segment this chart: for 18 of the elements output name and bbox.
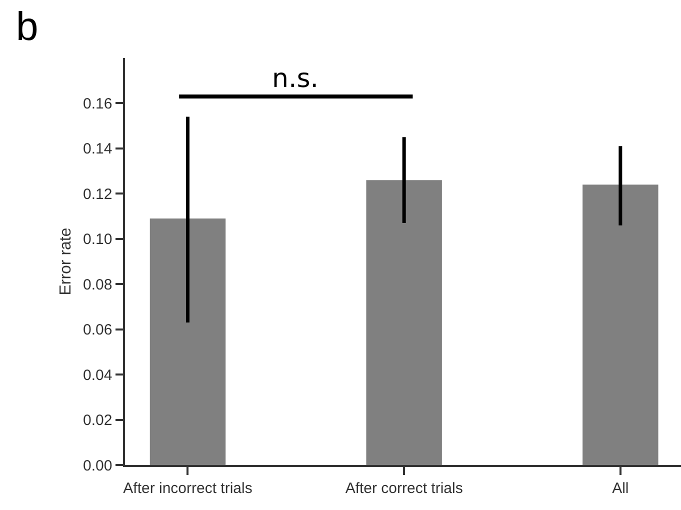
y-tick-label: 0.06 <box>83 322 112 339</box>
x-tick-label: All <box>612 480 629 497</box>
y-tick-label: 0.14 <box>83 140 112 158</box>
x-tick-label: After incorrect trials <box>123 480 252 497</box>
y-tick-label: 0.08 <box>83 276 112 294</box>
y-tick-label: 0.10 <box>83 231 112 248</box>
y-tick-label: 0.16 <box>83 95 112 112</box>
y-tick-label: 0.12 <box>83 186 112 203</box>
x-tick-label: After correct trials <box>345 480 463 497</box>
bar <box>582 184 658 465</box>
bar <box>150 218 226 465</box>
y-tick-label: 0.02 <box>83 412 112 430</box>
y-tick-label: 0.00 <box>83 457 112 474</box>
y-axis-title: Error rate <box>57 228 74 296</box>
bar <box>366 180 442 465</box>
annotation: n.s. <box>272 64 319 94</box>
y-tick-label: 0.04 <box>83 366 112 384</box>
text: b <box>16 5 38 49</box>
